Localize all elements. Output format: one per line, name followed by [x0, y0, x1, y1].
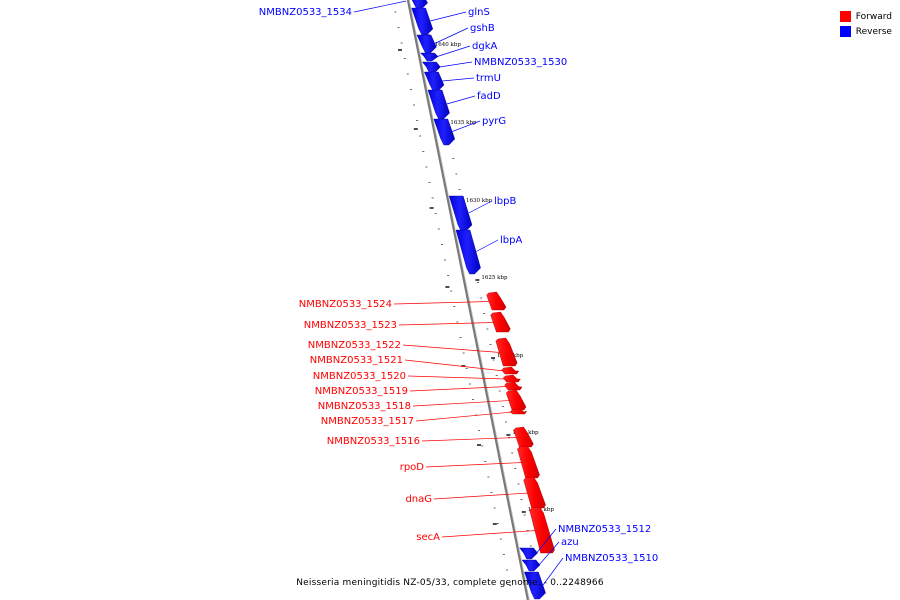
leader-line	[476, 239, 499, 252]
gene-label: glnS	[468, 7, 490, 18]
gene-feature	[421, 61, 441, 74]
gene-feature	[411, 0, 428, 10]
gene-feature	[433, 118, 456, 146]
gene-label: NMBNZ0533_1523	[304, 320, 397, 331]
gene-label: NMBNZ0533_1520	[313, 371, 406, 382]
leader-line	[452, 120, 481, 132]
leader-line	[434, 27, 469, 44]
gene-label: lbpA	[500, 235, 522, 246]
gene-feature	[486, 291, 507, 311]
gene-label: NMBNZ0533_1524	[299, 299, 392, 310]
leader-line	[446, 95, 476, 105]
leader-line	[353, 0, 407, 13]
gene-label: trmU	[476, 73, 501, 84]
leader-line	[421, 437, 518, 442]
gene-feature	[524, 571, 546, 600]
leader-line	[430, 11, 467, 22]
gene-feature	[519, 547, 538, 560]
leader-line	[433, 492, 529, 500]
leader-line	[437, 45, 471, 57]
gene-feature	[513, 426, 534, 448]
leader-line	[412, 400, 511, 407]
gene-label: gshB	[470, 23, 495, 34]
gene-feature	[521, 559, 541, 572]
legend: Forward Reverse	[839, 9, 892, 39]
gene-feature	[455, 229, 481, 275]
reverse-swatch	[839, 26, 851, 37]
legend-label-forward: Forward	[855, 11, 892, 22]
leader-line	[407, 375, 506, 380]
leader-line	[398, 322, 495, 326]
legend-item-forward: Forward	[839, 9, 892, 24]
gene-feature	[529, 506, 555, 554]
tick-label: 1640 kbp	[435, 42, 462, 48]
gene-label: NMBNZ0533_1521	[310, 355, 403, 366]
gene-feature	[504, 381, 523, 391]
genome-backbone-highlight	[409, 0, 530, 600]
leader-line	[425, 462, 523, 468]
gene-feature	[523, 476, 546, 509]
tick-label: 1625 kbp	[481, 275, 508, 281]
gene-label: NMBNZ0533_1534	[259, 7, 352, 18]
gene-label: NMBNZ0533_1530	[474, 57, 567, 68]
leader-line	[409, 386, 508, 392]
leader-line	[404, 359, 505, 372]
gene-label: NMBNZ0533_1512	[558, 524, 651, 535]
genome-caption: Neisseria meningitidis NZ-05/33, complet…	[296, 578, 604, 588]
genome-backbone	[406, 0, 530, 600]
leader-line	[441, 530, 537, 538]
gene-label: secA	[416, 532, 440, 543]
gene-feature	[517, 445, 540, 479]
gene-labels: NMBNZ0533_1534 glnS gshB dgkA NMBNZ0533_1530…	[259, 7, 658, 564]
leader-line	[415, 411, 513, 422]
gene-feature	[501, 366, 520, 375]
gene-feature	[416, 34, 437, 54]
label-leaders	[353, 0, 564, 586]
gene-label: NMBNZ0533_1510	[565, 553, 658, 564]
gene-feature	[490, 311, 511, 333]
legend-item-reverse: Reverse	[839, 24, 892, 39]
gene-label: dnaG	[405, 494, 432, 505]
gene-feature	[502, 374, 521, 383]
gene-label: NMBNZ0533_1516	[327, 436, 420, 447]
gene-label: azu	[561, 537, 579, 548]
legend-label-reverse: Reverse	[855, 26, 892, 37]
features	[411, 0, 555, 600]
tick-label: 1635 kbp	[450, 120, 477, 126]
gene-label: dgkA	[472, 41, 497, 52]
leader-line	[439, 61, 473, 68]
leader-line	[402, 344, 501, 353]
gene-feature	[505, 389, 527, 411]
forward-swatch	[839, 11, 851, 22]
gene-label: fadD	[477, 91, 501, 102]
leader-line	[468, 200, 493, 214]
tick-label: 1630 kbp	[466, 198, 493, 204]
gene-feature	[420, 52, 439, 62]
leader-line	[542, 557, 564, 586]
leader-line	[442, 77, 475, 82]
gene-label: NMBNZ0533_1519	[315, 386, 408, 397]
gene-label: lbpB	[494, 196, 516, 207]
gene-label: rpoD	[400, 462, 425, 473]
leader-line	[538, 541, 560, 566]
gene-feature	[495, 337, 518, 367]
leader-line	[393, 301, 491, 305]
gene-label: NMBNZ0533_1522	[308, 340, 401, 351]
gene-label: pyrG	[482, 116, 506, 127]
leader-line	[536, 528, 557, 554]
gene-label: NMBNZ0533_1517	[321, 416, 414, 427]
gene-label: NMBNZ0533_1518	[318, 401, 411, 412]
